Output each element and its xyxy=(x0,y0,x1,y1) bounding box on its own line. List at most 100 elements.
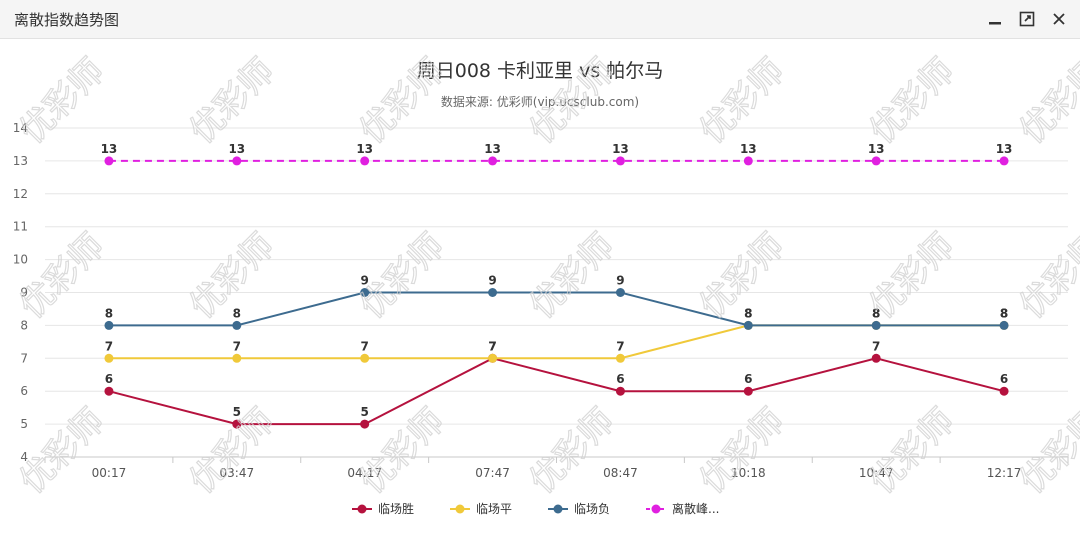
data-point[interactable] xyxy=(743,386,753,396)
data-label: 13 xyxy=(868,142,885,156)
legend-item[interactable]: 离散峰... xyxy=(646,501,719,516)
data-point[interactable] xyxy=(104,320,114,330)
data-point[interactable] xyxy=(615,156,625,166)
data-point[interactable] xyxy=(615,288,625,297)
data-point[interactable] xyxy=(104,386,114,396)
minimize-icon[interactable] xyxy=(984,8,1006,30)
line-chart: 周日008 卡利亚里 vs 帕尔马 数据来源: 优彩师(vip.ucsclub.… xyxy=(13,60,1069,516)
data-label: 9 xyxy=(616,274,624,288)
data-label: 13 xyxy=(484,142,501,156)
legend-item[interactable]: 临场胜 xyxy=(352,501,414,516)
data-point[interactable] xyxy=(871,353,881,363)
data-label: 8 xyxy=(872,306,880,320)
data-label: 9 xyxy=(488,274,496,288)
data-point[interactable] xyxy=(615,386,625,396)
legend-item[interactable]: 临场平 xyxy=(450,502,512,516)
data-point[interactable] xyxy=(232,156,242,166)
legend-marker xyxy=(357,504,367,514)
data-label: 6 xyxy=(1000,372,1008,386)
legend-marker xyxy=(455,504,465,514)
x-tick-label: 07:47 xyxy=(475,466,510,480)
data-label: 5 xyxy=(233,405,241,419)
data-label: 8 xyxy=(1000,306,1008,320)
data-label: 13 xyxy=(612,142,629,156)
data-label: 8 xyxy=(872,306,880,320)
data-point[interactable] xyxy=(999,320,1009,330)
y-tick-label: 10 xyxy=(13,253,28,267)
data-point[interactable] xyxy=(743,156,753,166)
x-tick-label: 10:47 xyxy=(859,466,894,480)
series-line xyxy=(108,357,1005,426)
y-tick-label: 12 xyxy=(13,187,28,201)
series-lines xyxy=(104,156,1009,429)
data-point[interactable] xyxy=(488,288,498,297)
data-label: 8 xyxy=(1000,306,1008,320)
data-point[interactable] xyxy=(360,288,370,297)
data-label: 6 xyxy=(105,372,113,386)
legend-item[interactable]: 临场负 xyxy=(548,502,610,516)
data-point[interactable] xyxy=(743,320,753,330)
data-label: 7 xyxy=(361,339,369,353)
data-point[interactable] xyxy=(232,353,242,363)
data-point[interactable] xyxy=(232,320,242,330)
close-icon[interactable] xyxy=(1048,8,1070,30)
series-line xyxy=(108,291,1005,327)
data-label: 7 xyxy=(616,339,624,353)
y-tick-label: 13 xyxy=(13,154,28,168)
data-point[interactable] xyxy=(999,386,1009,396)
x-tick-label: 04:17 xyxy=(347,466,382,480)
data-point[interactable] xyxy=(488,156,498,166)
data-label: 7 xyxy=(233,339,241,353)
y-tick-label: 9 xyxy=(20,286,28,300)
x-tick-label: 10:18 xyxy=(731,466,766,480)
data-label: 8 xyxy=(105,306,113,320)
data-label: 8 xyxy=(233,306,241,320)
data-point[interactable] xyxy=(360,156,370,166)
data-label: 6 xyxy=(744,372,752,386)
legend-marker xyxy=(553,504,563,514)
data-label: 5 xyxy=(361,405,369,419)
data-point[interactable] xyxy=(615,353,625,363)
data-label: 8 xyxy=(744,306,752,320)
title-bar: 离散指数趋势图 xyxy=(0,0,1080,39)
data-label: 7 xyxy=(105,339,113,353)
window-controls xyxy=(984,8,1070,30)
y-tick-label: 11 xyxy=(13,220,28,234)
axes: 4 5 6 7 8 9 10 11 12 13 14 00:17 03:47 04:17 07:47 08:4… xyxy=(13,121,1069,480)
legend-label: 临场平 xyxy=(476,502,512,516)
chart-subtitle: 数据来源: 优彩师(vip.ucsclub.com) xyxy=(441,94,639,109)
series-line xyxy=(108,324,1005,360)
data-label: 13 xyxy=(996,142,1013,156)
data-point[interactable] xyxy=(488,353,498,363)
y-tick-label: 5 xyxy=(20,417,28,431)
chart-area: 周日008 卡利亚里 vs 帕尔马 数据来源: 优彩师(vip.ucsclub.… xyxy=(0,39,1080,539)
data-label: 7 xyxy=(872,339,880,353)
data-label: 13 xyxy=(101,142,118,156)
chart-title: 周日008 卡利亚里 vs 帕尔马 xyxy=(417,60,664,82)
x-tick-label: 08:47 xyxy=(603,466,638,480)
legend-label: 离散峰... xyxy=(672,501,719,516)
data-point[interactable] xyxy=(360,353,370,363)
data-point[interactable] xyxy=(104,353,114,363)
data-point[interactable] xyxy=(871,156,881,166)
data-label: 7 xyxy=(488,339,496,353)
data-point[interactable] xyxy=(999,156,1009,166)
legend-label: 临场负 xyxy=(574,502,610,516)
maximize-icon[interactable] xyxy=(1016,8,1038,30)
data-point[interactable] xyxy=(871,320,881,330)
legend-marker xyxy=(651,504,661,514)
y-tick-label: 7 xyxy=(20,351,28,365)
data-label: 7 xyxy=(488,339,496,353)
legend: 临场胜 临场平 临场负 离散峰... xyxy=(352,501,719,516)
x-tick-label: 00:17 xyxy=(92,466,127,480)
data-label: 13 xyxy=(228,142,245,156)
data-point[interactable] xyxy=(360,419,370,429)
y-tick-label: 8 xyxy=(20,318,28,332)
x-tick-label: 12:17 xyxy=(987,466,1022,480)
window-title: 离散指数趋势图 xyxy=(14,11,120,29)
y-tick-label: 14 xyxy=(13,121,28,135)
data-point[interactable] xyxy=(104,156,114,166)
data-point[interactable] xyxy=(232,419,242,429)
